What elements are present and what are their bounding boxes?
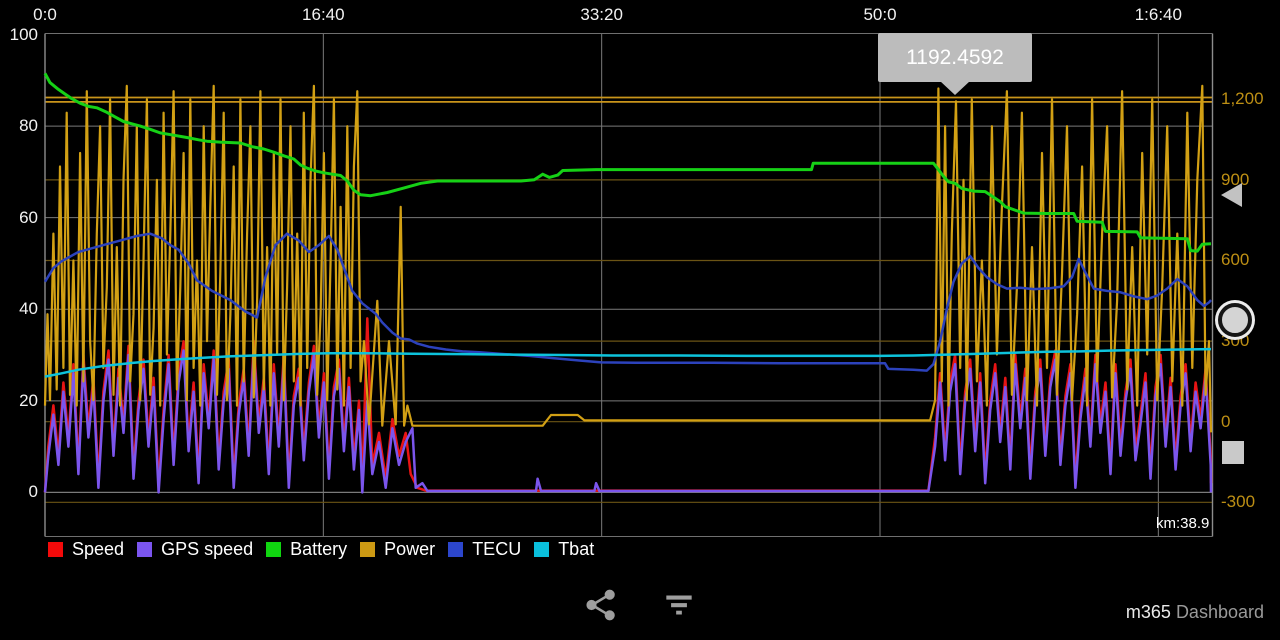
x-tick-label: 50:0 [863, 5, 897, 24]
legend-swatch-icon [448, 542, 464, 557]
legend: Speed GPS speed Battery Power TECU Tbat [48, 539, 594, 560]
left-y-tick-label: 60 [19, 207, 38, 227]
distance-label: km:38.9 [1156, 515, 1210, 532]
legend-item-gps-speed[interactable]: GPS speed [137, 539, 253, 560]
right-y-tick-label: 600 [1221, 250, 1250, 270]
legend-item-tecu[interactable]: TECU [448, 539, 521, 560]
legend-label: Tbat [558, 539, 595, 559]
legend-swatch-icon [266, 542, 282, 557]
right-y-tick-label: 1,200 [1221, 89, 1264, 109]
legend-label: Speed [72, 539, 125, 559]
chart-tooltip: 1192.4592 [878, 33, 1032, 95]
x-tick-label: 33:20 [580, 5, 623, 24]
x-tick-label: 16:40 [302, 5, 345, 24]
right-y-tick-label: -300 [1221, 492, 1256, 512]
scroll-left-triangle-icon[interactable] [1221, 183, 1242, 207]
left-y-tick-label: 100 [9, 24, 38, 44]
legend-label: TECU [472, 539, 522, 559]
zoom-handle-square-icon[interactable] [1222, 441, 1244, 464]
tooltip-value: 1192.4592 [906, 45, 1004, 69]
legend-item-battery[interactable]: Battery [266, 539, 347, 560]
legend-swatch-icon [48, 542, 63, 557]
legend-swatch-icon [360, 542, 376, 557]
legend-swatch-icon [534, 542, 550, 557]
bottom-toolbar [0, 582, 1280, 628]
x-tick-label: 1:6:40 [1134, 5, 1182, 24]
app-title-primary: m365 [1125, 602, 1176, 622]
filter-button[interactable] [659, 585, 699, 625]
scroll-thumb-circle-icon[interactable] [1218, 303, 1252, 337]
tooltip-pointer-icon [940, 81, 970, 95]
right-y-tick-label: 0 [1221, 411, 1231, 431]
legend-item-speed[interactable]: Speed [48, 539, 124, 560]
series-power [43, 84, 1213, 433]
legend-label: GPS speed [161, 539, 254, 559]
legend-item-power[interactable]: Power [360, 539, 435, 560]
share-button[interactable] [581, 585, 621, 625]
legend-item-tbat[interactable]: Tbat [534, 539, 594, 560]
legend-swatch-icon [137, 542, 153, 557]
share-icon [586, 589, 615, 621]
app-title: m365 Dashboard [1126, 602, 1264, 623]
x-tick-label: 0:0 [33, 5, 57, 24]
left-y-tick-label: 80 [19, 116, 38, 136]
series-tbat [44, 347, 1212, 378]
left-y-tick-label: 20 [19, 390, 38, 410]
legend-label: Power [384, 539, 436, 559]
series-battery [43, 72, 1212, 253]
legend-label: Battery [290, 539, 348, 559]
left-y-tick-label: 40 [19, 299, 38, 319]
app-title-secondary: Dashboard [1175, 602, 1264, 622]
left-y-tick-label: 0 [28, 482, 38, 502]
filter-icon [666, 595, 692, 615]
